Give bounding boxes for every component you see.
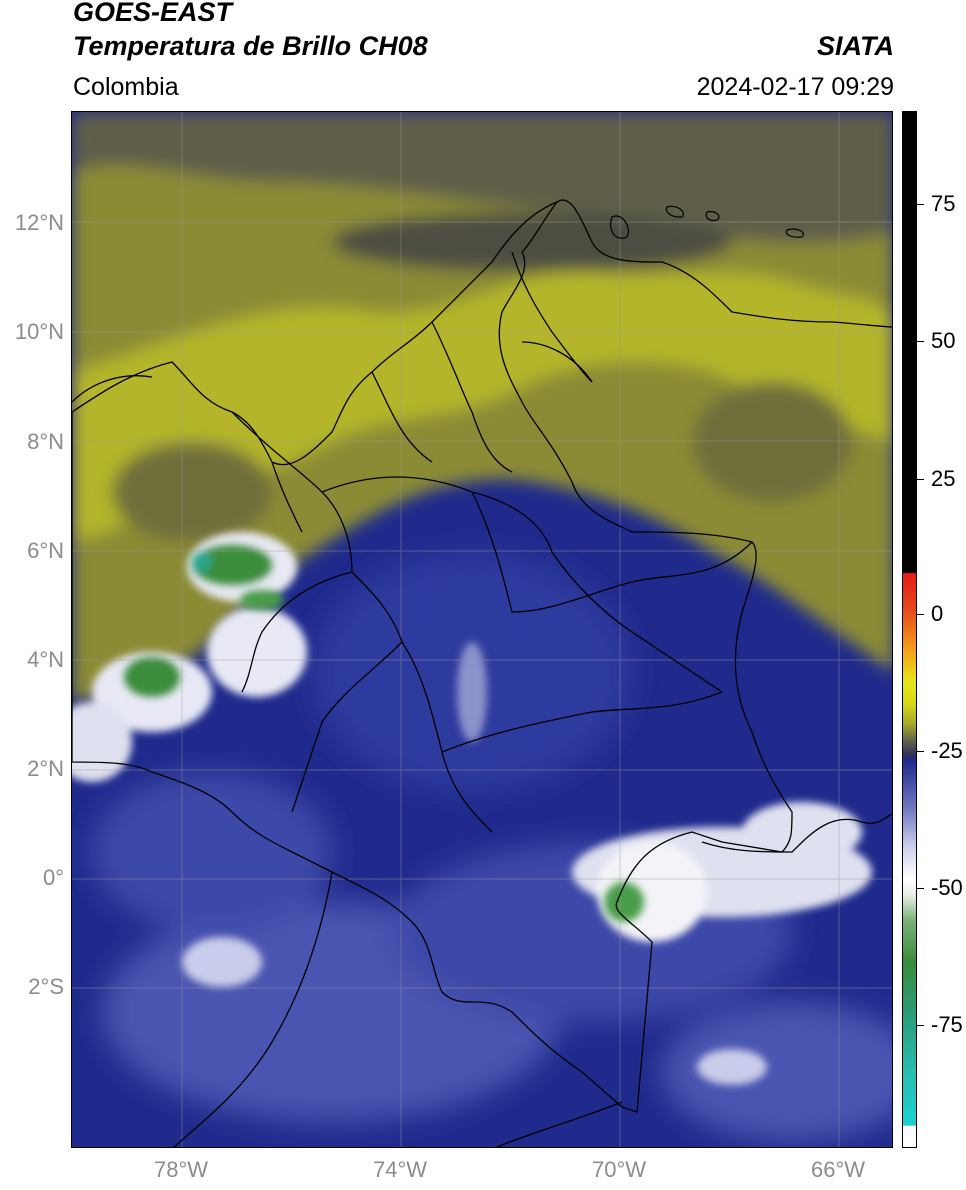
lat-label-12n: 12°N: [14, 210, 64, 235]
satellite-map: [71, 111, 893, 1148]
lat-label-6n: 6°N: [27, 538, 64, 563]
lon-label-66w: 66°W: [810, 1157, 866, 1182]
colorbar-tick: [917, 341, 924, 342]
lon-label-74w: 74°W: [372, 1157, 428, 1182]
cold-cloud-tops-layer: [124, 545, 644, 922]
borders: [72, 199, 892, 1147]
colorbar-label-minus25: -25: [931, 738, 963, 763]
title-satellite: GOES-EAST: [73, 0, 233, 27]
title-product: Temperatura de Brillo CH08: [73, 31, 428, 61]
lon-label-70w: 70°W: [591, 1157, 647, 1182]
map-canvas: [72, 112, 892, 1147]
colorbar-label-50: 50: [931, 328, 956, 353]
lat-label-2n: 2°N: [27, 756, 64, 781]
island-outlines: [610, 205, 804, 239]
colorbar-tick: [917, 479, 924, 480]
datetime-label: 2024-02-17 09:29: [696, 73, 894, 101]
colorbar-tick: [917, 1025, 924, 1026]
lon-label-78w: 78°W: [153, 1157, 209, 1182]
lat-label-0: 0°: [42, 865, 64, 890]
lat-label-4n: 4°N: [27, 647, 64, 672]
colorbar-tick: [917, 751, 924, 752]
colorbar-gradient: [903, 112, 916, 1147]
colorbar-tick: [917, 204, 924, 205]
colorbar-tick: [917, 614, 924, 615]
colorbar-label-minus50: -50: [931, 875, 963, 900]
region-label: Colombia: [73, 73, 179, 101]
lat-label-10n: 10°N: [14, 319, 64, 344]
colorbar-tick: [917, 888, 924, 889]
colorbar: [902, 111, 917, 1148]
lat-label-2s: 2°S: [28, 974, 64, 999]
colorbar-fill: [903, 112, 916, 1147]
title-agency: SIATA: [817, 31, 894, 61]
lat-label-8n: 8°N: [27, 429, 64, 454]
grid-lines: [72, 112, 892, 1147]
colorbar-label-25: 25: [931, 466, 956, 491]
colorbar-label-minus75: -75: [931, 1012, 963, 1037]
colorbar-label-75: 75: [931, 191, 956, 216]
colorbar-label-0: 0: [931, 601, 944, 626]
